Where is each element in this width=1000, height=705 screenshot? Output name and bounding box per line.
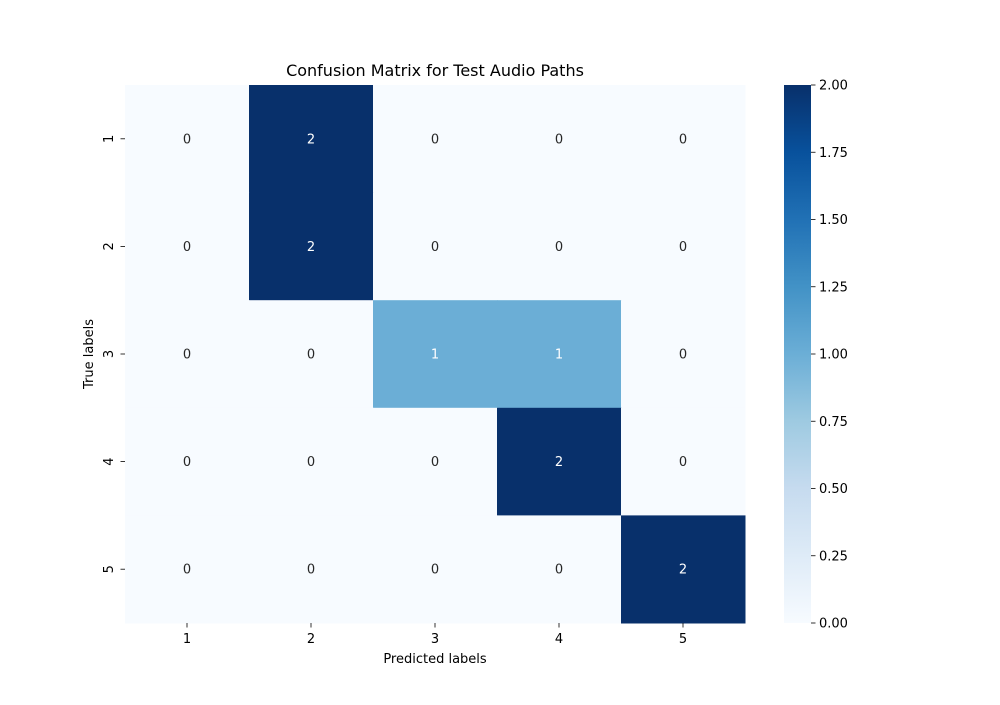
cell-value-label: 2 bbox=[307, 240, 315, 255]
heatmap-cell bbox=[497, 407, 622, 516]
colorbar-tick-label: 0.50 bbox=[819, 482, 848, 497]
y-axis-ticks: 1 2 3 4 5 bbox=[102, 135, 125, 573]
cell-value-label: 0 bbox=[183, 455, 191, 470]
heatmap-cell bbox=[249, 407, 374, 516]
cell-value-label: 1 bbox=[431, 348, 439, 363]
cell-value-label: 0 bbox=[679, 240, 687, 255]
x-axis-label: Predicted labels bbox=[383, 652, 487, 667]
heatmap-cell bbox=[373, 192, 498, 301]
cell-value-label: 0 bbox=[555, 240, 563, 255]
heatmap-cell bbox=[497, 300, 622, 409]
colorbar-tick-label: 0.25 bbox=[819, 549, 848, 564]
y-tick-label: 5 bbox=[102, 565, 117, 573]
heatmap-cell bbox=[125, 515, 250, 624]
heatmap-cell bbox=[497, 515, 622, 624]
cell-value-label: 0 bbox=[183, 348, 191, 363]
cell-value-label: 0 bbox=[307, 455, 315, 470]
heatmap-cell bbox=[249, 515, 374, 624]
heatmap-cell bbox=[125, 407, 250, 516]
cell-value-label: 0 bbox=[431, 132, 439, 147]
colorbar: 0.00 0.25 0.50 0.75 1.00 1.25 1.50 1.75 2.00 bbox=[784, 79, 848, 632]
x-tick-label: 5 bbox=[679, 632, 687, 647]
heatmap-cell bbox=[125, 85, 250, 194]
heatmap-cell bbox=[373, 407, 498, 516]
cell-value-label: 1 bbox=[555, 348, 563, 363]
heatmap-cell bbox=[621, 300, 746, 409]
heatmap-cell bbox=[621, 407, 746, 516]
colorbar-tick-label: 2.00 bbox=[819, 79, 848, 94]
heatmap-cell bbox=[621, 192, 746, 301]
heatmap-cell bbox=[497, 192, 622, 301]
y-tick-label: 4 bbox=[102, 457, 117, 465]
cell-value-label: 2 bbox=[679, 563, 687, 578]
cell-value-label: 0 bbox=[679, 348, 687, 363]
heatmap-cell-labels: 0 2 0 0 0 0 2 0 0 0 0 0 1 1 0 0 0 0 2 0 0 0 0 0 2 bbox=[183, 132, 687, 577]
x-tick-label: 3 bbox=[431, 632, 439, 647]
cell-value-label: 0 bbox=[431, 563, 439, 578]
cell-value-label: 0 bbox=[307, 563, 315, 578]
heatmap-cell bbox=[497, 85, 622, 194]
cell-value-label: 0 bbox=[431, 240, 439, 255]
cell-value-label: 0 bbox=[183, 563, 191, 578]
heatmap-cell bbox=[373, 85, 498, 194]
heatmap-cell bbox=[125, 192, 250, 301]
x-axis-ticks: 1 2 3 4 5 bbox=[183, 623, 687, 647]
heatmap-cell bbox=[249, 85, 374, 194]
heatmap-cell bbox=[249, 192, 374, 301]
y-axis-label: True labels bbox=[82, 319, 97, 390]
heatmap-cell bbox=[373, 300, 498, 409]
heatmap-cell bbox=[125, 300, 250, 409]
heatmap-cell bbox=[621, 515, 746, 624]
colorbar-tick-label: 0.00 bbox=[819, 617, 848, 632]
y-tick-label: 1 bbox=[102, 135, 117, 143]
x-tick-label: 4 bbox=[555, 632, 563, 647]
y-tick-label: 2 bbox=[102, 242, 117, 250]
colorbar-tick-label: 0.75 bbox=[819, 415, 848, 430]
heatmap-cells bbox=[125, 85, 746, 624]
cell-value-label: 0 bbox=[431, 455, 439, 470]
cell-value-label: 0 bbox=[555, 563, 563, 578]
cell-value-label: 0 bbox=[679, 132, 687, 147]
colorbar-ticks: 0.00 0.25 0.50 0.75 1.00 1.25 1.50 1.75 2.00 bbox=[811, 79, 848, 632]
y-tick-label: 3 bbox=[102, 350, 117, 358]
chart-title: Confusion Matrix for Test Audio Paths bbox=[286, 61, 584, 80]
colorbar-tick-label: 1.00 bbox=[819, 348, 848, 363]
x-tick-label: 1 bbox=[183, 632, 191, 647]
cell-value-label: 0 bbox=[555, 132, 563, 147]
cell-value-label: 0 bbox=[183, 240, 191, 255]
colorbar-tick-label: 1.25 bbox=[819, 280, 848, 295]
x-tick-label: 2 bbox=[307, 632, 315, 647]
colorbar-gradient bbox=[784, 85, 811, 623]
cell-value-label: 0 bbox=[679, 455, 687, 470]
cell-value-label: 2 bbox=[307, 132, 315, 147]
cell-value-label: 0 bbox=[183, 132, 191, 147]
colorbar-tick-label: 1.75 bbox=[819, 146, 848, 161]
cell-value-label: 2 bbox=[555, 455, 563, 470]
heatmap-cell bbox=[249, 300, 374, 409]
heatmap-cell bbox=[621, 85, 746, 194]
cell-value-label: 0 bbox=[307, 348, 315, 363]
heatmap-cell bbox=[373, 515, 498, 624]
colorbar-tick-label: 1.50 bbox=[819, 213, 848, 228]
